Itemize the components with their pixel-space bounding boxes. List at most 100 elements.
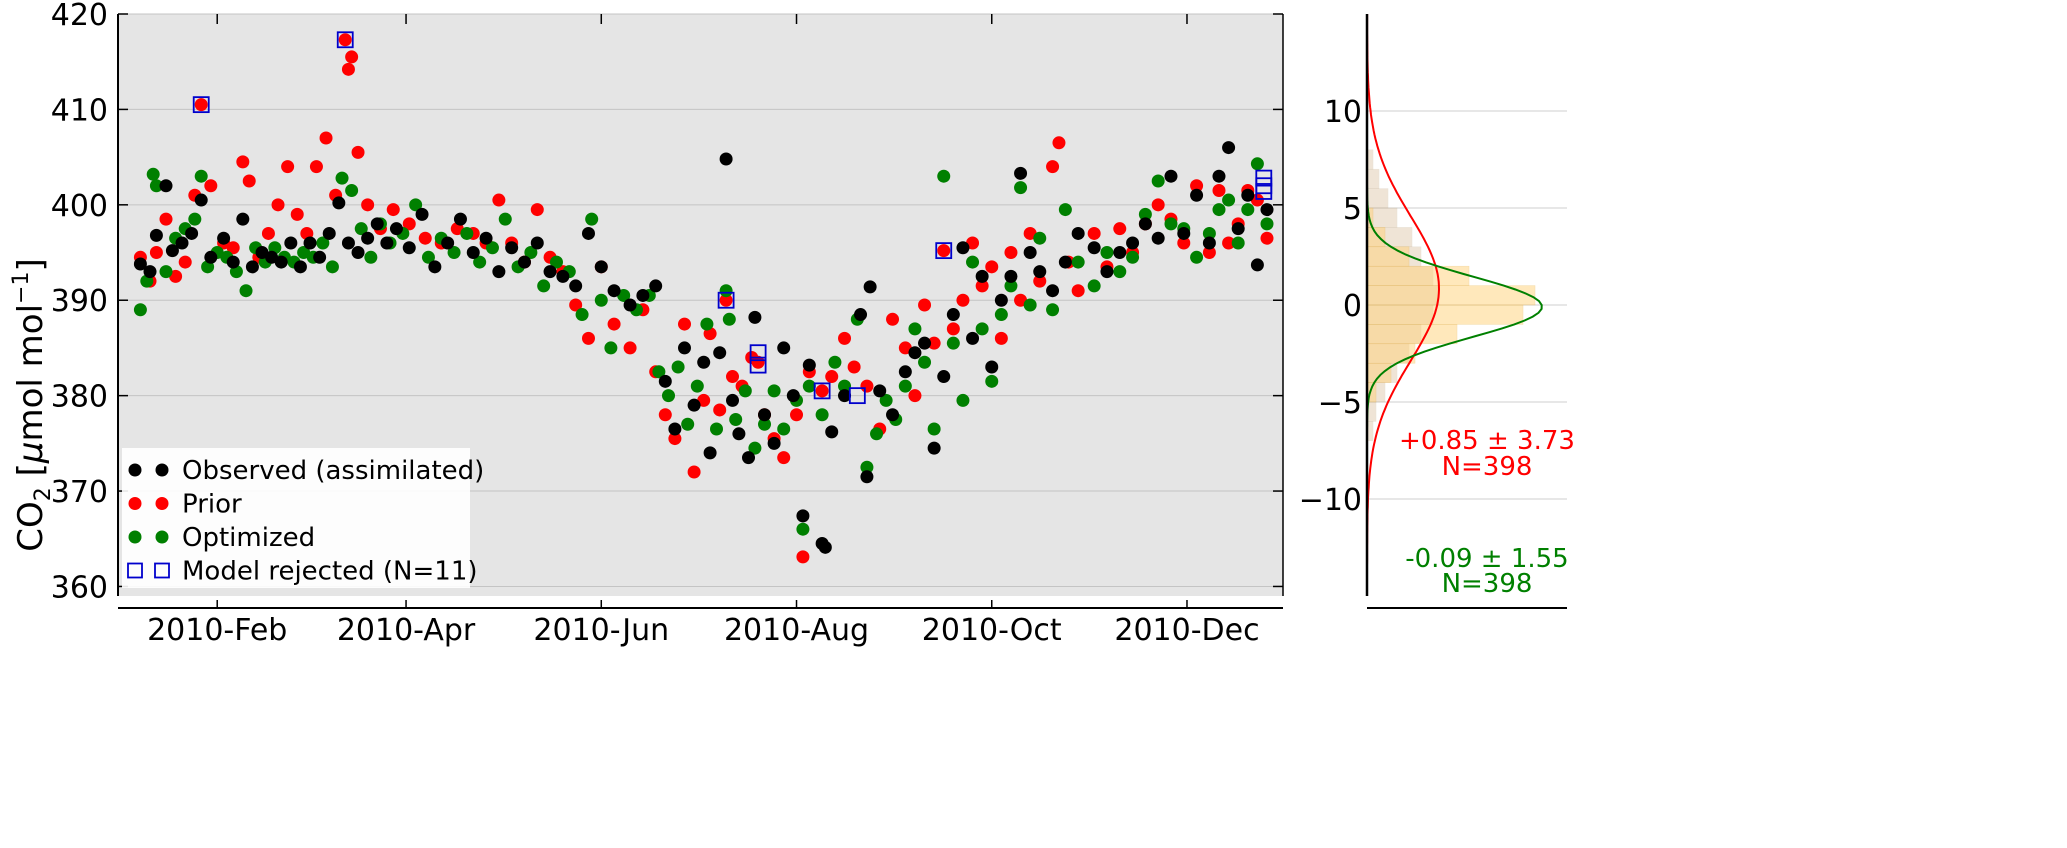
point-observed	[217, 231, 231, 245]
point-observed	[492, 265, 506, 279]
point-prior	[1033, 274, 1047, 288]
point-prior	[169, 269, 183, 283]
point-observed	[175, 236, 189, 250]
point-optimized	[325, 260, 339, 274]
point-optimized	[409, 198, 423, 212]
point-prior	[838, 331, 852, 345]
point-optimized	[966, 255, 980, 269]
point-optimized	[870, 427, 884, 441]
point-observed	[677, 341, 691, 355]
legend-marker	[154, 562, 170, 579]
optimized-hist-bar	[1366, 362, 1392, 383]
point-optimized	[758, 417, 772, 431]
point-observed	[236, 212, 250, 226]
point-optimized	[146, 167, 160, 181]
point-prior	[194, 98, 208, 112]
point-observed	[594, 260, 608, 274]
point-observed	[466, 246, 480, 260]
point-prior	[658, 408, 672, 422]
point-observed	[1087, 241, 1101, 255]
point-prior	[1087, 226, 1101, 240]
histogram-axes	[1365, 14, 1567, 609]
point-optimized	[815, 408, 829, 422]
point-observed	[1212, 169, 1226, 183]
legend-marker	[155, 530, 169, 544]
point-prior	[1212, 184, 1226, 198]
legend-box	[122, 448, 470, 588]
point-prior	[946, 322, 960, 336]
point-prior	[668, 432, 682, 446]
point-model-rejected	[749, 356, 767, 374]
point-prior	[751, 355, 765, 369]
y-axis-label: CO2 [μmol mol−1]	[9, 258, 56, 551]
point-prior	[623, 341, 637, 355]
y-tick-label: 380	[51, 380, 108, 415]
y-tick-label: 370	[51, 475, 108, 510]
legend-marker	[155, 497, 169, 510]
point-optimized	[1231, 236, 1245, 250]
point-observed	[1202, 236, 1216, 250]
point-observed	[1231, 222, 1245, 236]
point-model-rejected	[935, 242, 953, 260]
point-optimized	[879, 393, 893, 407]
point-optimized	[364, 250, 378, 264]
point-prior	[697, 393, 711, 407]
prior-hist-bar	[1366, 188, 1389, 209]
point-prior	[1046, 160, 1060, 174]
point-prior	[569, 298, 583, 312]
point-observed	[854, 308, 868, 322]
point-observed	[658, 374, 672, 388]
point-prior	[319, 131, 333, 145]
point-optimized	[473, 255, 487, 269]
point-observed	[194, 193, 208, 207]
point-prior	[386, 203, 400, 217]
point-optimized	[1023, 298, 1037, 312]
point-observed	[1138, 217, 1152, 231]
stat-annotation: N=398	[1442, 452, 1533, 482]
point-observed	[361, 231, 375, 245]
point-prior	[994, 331, 1008, 345]
point-optimized	[594, 293, 608, 307]
point-observed	[303, 236, 317, 250]
point-observed	[556, 269, 570, 283]
point-observed	[908, 346, 922, 360]
legend-label: Prior	[182, 490, 242, 520]
main-scatter-plot: 360 370 380 390 400 410 420 2010-Feb 2010-Apr 201…	[9, 0, 1284, 648]
point-optimized	[748, 441, 762, 455]
point-optimized	[1058, 203, 1072, 217]
point-optimized	[133, 303, 147, 317]
point-observed	[274, 255, 288, 269]
point-observed	[918, 336, 932, 350]
point-optimized	[1151, 174, 1165, 188]
point-optimized	[860, 460, 874, 474]
point-prior	[345, 50, 359, 64]
point-observed	[623, 298, 637, 312]
point-observed	[543, 265, 557, 279]
point-optimized	[956, 393, 970, 407]
point-observed	[428, 260, 442, 274]
point-optimized	[1190, 250, 1204, 264]
optimized-hist-bar	[1366, 227, 1386, 248]
point-optimized	[710, 422, 724, 436]
point-optimized	[498, 212, 512, 226]
point-optimized	[1138, 207, 1152, 221]
point-optimized	[1046, 303, 1060, 317]
point-optimized	[729, 412, 743, 426]
point-prior	[847, 360, 861, 374]
point-optimized	[1014, 181, 1028, 195]
legend-marker	[128, 497, 142, 510]
point-observed	[255, 246, 269, 260]
point-optimized	[159, 265, 173, 279]
point-prior	[159, 212, 173, 226]
point-optimized	[828, 355, 842, 369]
point-observed	[581, 226, 595, 240]
point-observed	[204, 250, 218, 264]
point-observed	[245, 260, 259, 274]
legend-marker	[155, 463, 169, 477]
point-optimized	[838, 379, 852, 393]
optimized-hist-bar	[1366, 246, 1410, 267]
point-observed	[226, 255, 240, 269]
point-model-rejected	[1255, 177, 1273, 195]
